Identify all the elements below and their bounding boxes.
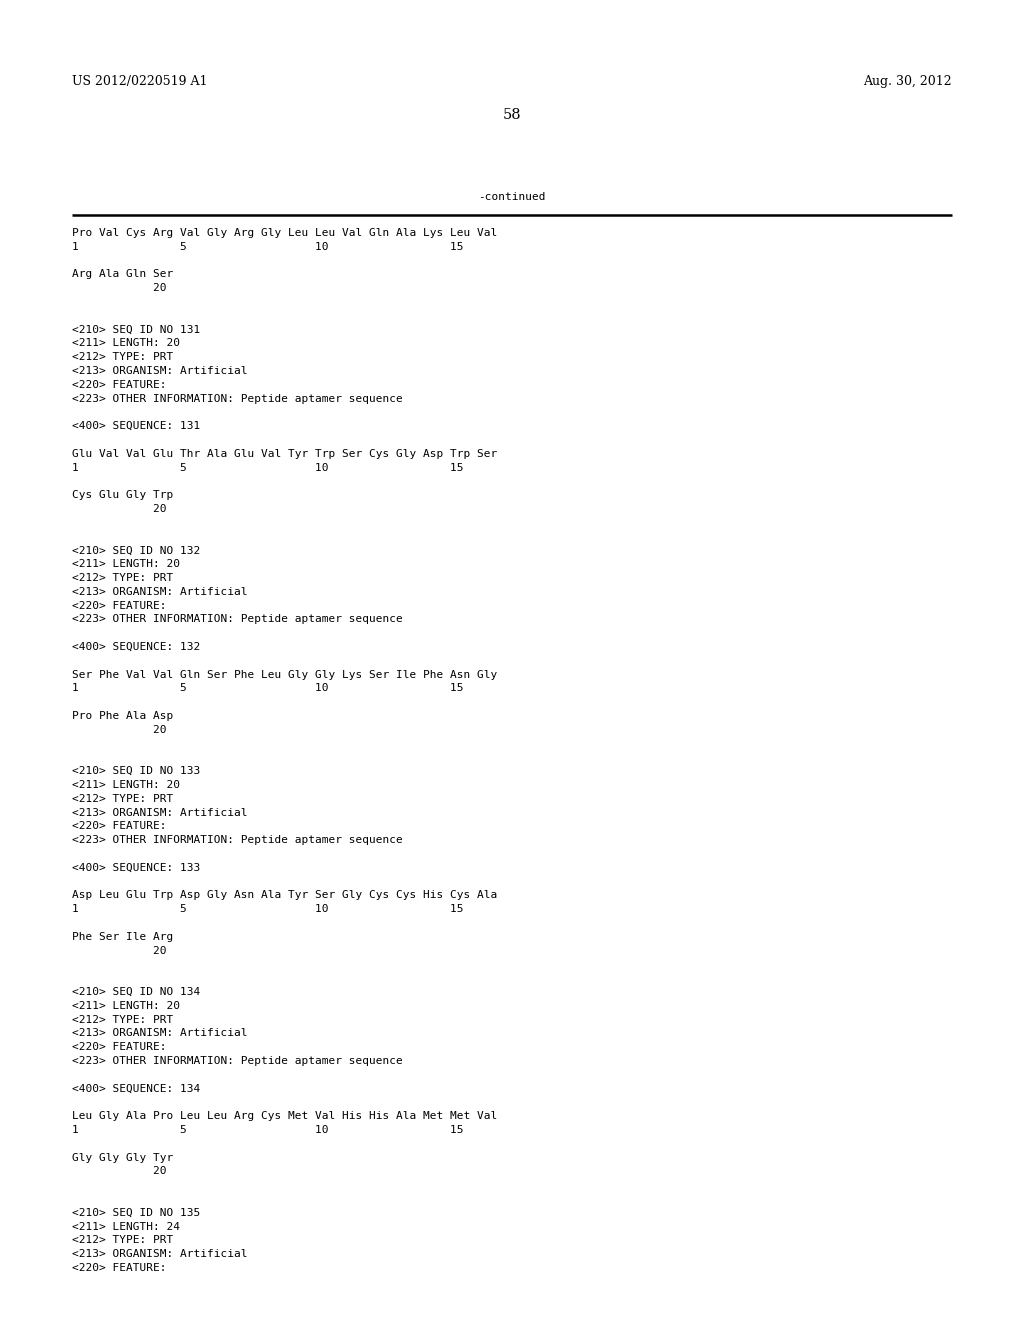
Text: Aug. 30, 2012: Aug. 30, 2012 [863,75,952,88]
Text: <213> ORGANISM: Artificial: <213> ORGANISM: Artificial [72,587,248,597]
Text: <211> LENGTH: 24: <211> LENGTH: 24 [72,1221,180,1232]
Text: <400> SEQUENCE: 133: <400> SEQUENCE: 133 [72,863,201,873]
Text: <210> SEQ ID NO 131: <210> SEQ ID NO 131 [72,325,201,334]
Text: <223> OTHER INFORMATION: Peptide aptamer sequence: <223> OTHER INFORMATION: Peptide aptamer… [72,393,402,404]
Text: <212> TYPE: PRT: <212> TYPE: PRT [72,793,173,804]
Text: <223> OTHER INFORMATION: Peptide aptamer sequence: <223> OTHER INFORMATION: Peptide aptamer… [72,836,402,845]
Text: -continued: -continued [478,191,546,202]
Text: <213> ORGANISM: Artificial: <213> ORGANISM: Artificial [72,1028,248,1039]
Text: <212> TYPE: PRT: <212> TYPE: PRT [72,573,173,583]
Text: <400> SEQUENCE: 131: <400> SEQUENCE: 131 [72,421,201,432]
Text: <220> FEATURE:: <220> FEATURE: [72,380,167,389]
Text: Gly Gly Gly Tyr: Gly Gly Gly Tyr [72,1152,173,1163]
Text: Phe Ser Ile Arg: Phe Ser Ile Arg [72,932,173,941]
Text: <212> TYPE: PRT: <212> TYPE: PRT [72,1236,173,1245]
Text: <211> LENGTH: 20: <211> LENGTH: 20 [72,780,180,789]
Text: Pro Phe Ala Asp: Pro Phe Ala Asp [72,711,173,721]
Text: Arg Ala Gln Ser: Arg Ala Gln Ser [72,269,173,280]
Text: 20: 20 [72,1167,167,1176]
Text: <400> SEQUENCE: 132: <400> SEQUENCE: 132 [72,642,201,652]
Text: <210> SEQ ID NO 133: <210> SEQ ID NO 133 [72,766,201,776]
Text: <213> ORGANISM: Artificial: <213> ORGANISM: Artificial [72,808,248,817]
Text: <223> OTHER INFORMATION: Peptide aptamer sequence: <223> OTHER INFORMATION: Peptide aptamer… [72,1056,402,1067]
Text: Leu Gly Ala Pro Leu Leu Arg Cys Met Val His His Ala Met Met Val: Leu Gly Ala Pro Leu Leu Arg Cys Met Val … [72,1111,498,1121]
Text: Glu Val Val Glu Thr Ala Glu Val Tyr Trp Ser Cys Gly Asp Trp Ser: Glu Val Val Glu Thr Ala Glu Val Tyr Trp … [72,449,498,459]
Text: <210> SEQ ID NO 134: <210> SEQ ID NO 134 [72,987,201,997]
Text: <400> SEQUENCE: 134: <400> SEQUENCE: 134 [72,1084,201,1093]
Text: 1               5                   10                  15: 1 5 10 15 [72,684,464,693]
Text: <220> FEATURE:: <220> FEATURE: [72,1263,167,1272]
Text: <213> ORGANISM: Artificial: <213> ORGANISM: Artificial [72,366,248,376]
Text: 20: 20 [72,284,167,293]
Text: 1               5                   10                  15: 1 5 10 15 [72,242,464,252]
Text: <212> TYPE: PRT: <212> TYPE: PRT [72,352,173,362]
Text: <223> OTHER INFORMATION: Peptide aptamer sequence: <223> OTHER INFORMATION: Peptide aptamer… [72,614,402,624]
Text: US 2012/0220519 A1: US 2012/0220519 A1 [72,75,208,88]
Text: Ser Phe Val Val Gln Ser Phe Leu Gly Gly Lys Ser Ile Phe Asn Gly: Ser Phe Val Val Gln Ser Phe Leu Gly Gly … [72,669,498,680]
Text: <220> FEATURE:: <220> FEATURE: [72,821,167,832]
Text: 20: 20 [72,504,167,513]
Text: <211> LENGTH: 20: <211> LENGTH: 20 [72,338,180,348]
Text: 58: 58 [503,108,521,121]
Text: <213> ORGANISM: Artificial: <213> ORGANISM: Artificial [72,1249,248,1259]
Text: 20: 20 [72,725,167,735]
Text: Asp Leu Glu Trp Asp Gly Asn Ala Tyr Ser Gly Cys Cys His Cys Ala: Asp Leu Glu Trp Asp Gly Asn Ala Tyr Ser … [72,891,498,900]
Text: <212> TYPE: PRT: <212> TYPE: PRT [72,1015,173,1024]
Text: <220> FEATURE:: <220> FEATURE: [72,601,167,611]
Text: 1               5                   10                  15: 1 5 10 15 [72,1125,464,1135]
Text: Cys Glu Gly Trp: Cys Glu Gly Trp [72,490,173,500]
Text: <220> FEATURE:: <220> FEATURE: [72,1043,167,1052]
Text: <211> LENGTH: 20: <211> LENGTH: 20 [72,560,180,569]
Text: 1               5                   10                  15: 1 5 10 15 [72,904,464,915]
Text: <211> LENGTH: 20: <211> LENGTH: 20 [72,1001,180,1011]
Text: 20: 20 [72,945,167,956]
Text: Pro Val Cys Arg Val Gly Arg Gly Leu Leu Val Gln Ala Lys Leu Val: Pro Val Cys Arg Val Gly Arg Gly Leu Leu … [72,228,498,238]
Text: 1               5                   10                  15: 1 5 10 15 [72,462,464,473]
Text: <210> SEQ ID NO 132: <210> SEQ ID NO 132 [72,545,201,556]
Text: <210> SEQ ID NO 135: <210> SEQ ID NO 135 [72,1208,201,1218]
